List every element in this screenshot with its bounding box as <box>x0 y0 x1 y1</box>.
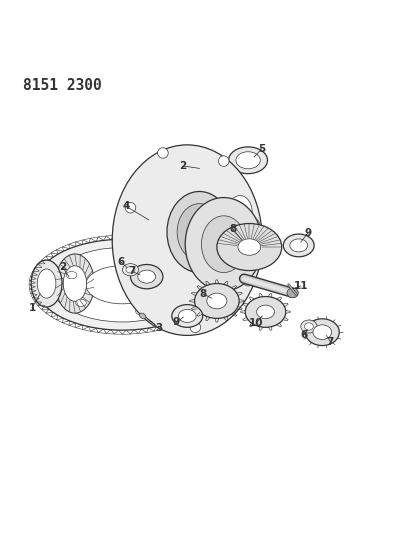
Ellipse shape <box>283 234 314 257</box>
Ellipse shape <box>177 204 222 261</box>
Text: 2: 2 <box>180 161 187 171</box>
Ellipse shape <box>139 313 146 319</box>
Ellipse shape <box>167 191 232 272</box>
Ellipse shape <box>125 203 136 213</box>
Text: 11: 11 <box>293 281 308 291</box>
Ellipse shape <box>197 161 226 181</box>
Ellipse shape <box>256 305 275 319</box>
Ellipse shape <box>66 271 77 279</box>
Ellipse shape <box>136 308 146 315</box>
Text: 8: 8 <box>229 224 237 234</box>
Ellipse shape <box>185 198 262 291</box>
Ellipse shape <box>243 276 253 286</box>
Ellipse shape <box>51 247 194 322</box>
Ellipse shape <box>122 264 139 276</box>
Ellipse shape <box>178 310 196 322</box>
Ellipse shape <box>301 320 317 333</box>
Ellipse shape <box>290 239 308 252</box>
Text: 5: 5 <box>258 144 265 154</box>
Ellipse shape <box>112 145 262 335</box>
Text: 9: 9 <box>173 318 180 327</box>
Ellipse shape <box>194 284 239 318</box>
Text: 3: 3 <box>155 323 162 333</box>
Ellipse shape <box>63 266 87 301</box>
Ellipse shape <box>37 269 56 298</box>
Ellipse shape <box>35 239 210 330</box>
Ellipse shape <box>188 155 235 188</box>
Ellipse shape <box>313 325 332 340</box>
Text: 2: 2 <box>59 262 67 272</box>
Ellipse shape <box>126 266 135 273</box>
Ellipse shape <box>131 264 163 289</box>
Text: 8151 2300: 8151 2300 <box>23 78 102 93</box>
Ellipse shape <box>219 156 229 166</box>
Text: 6: 6 <box>300 330 307 341</box>
Ellipse shape <box>217 223 282 271</box>
Text: 1: 1 <box>28 303 36 313</box>
Ellipse shape <box>122 253 132 260</box>
Ellipse shape <box>236 152 260 169</box>
Ellipse shape <box>201 216 246 272</box>
Ellipse shape <box>245 296 286 327</box>
Ellipse shape <box>287 288 298 298</box>
Text: 6: 6 <box>118 257 125 268</box>
Text: 7: 7 <box>327 336 334 346</box>
Ellipse shape <box>86 265 159 304</box>
Text: 9: 9 <box>304 228 311 238</box>
Text: 8: 8 <box>200 289 207 299</box>
Ellipse shape <box>168 271 178 279</box>
Text: 4: 4 <box>123 201 130 212</box>
Text: 7: 7 <box>128 266 135 277</box>
Ellipse shape <box>138 270 156 283</box>
Ellipse shape <box>158 148 168 158</box>
Ellipse shape <box>305 319 339 345</box>
Ellipse shape <box>305 323 313 330</box>
Ellipse shape <box>190 322 201 333</box>
Ellipse shape <box>207 293 227 309</box>
Ellipse shape <box>229 147 268 174</box>
Text: 10: 10 <box>249 318 263 328</box>
Ellipse shape <box>228 196 252 228</box>
Ellipse shape <box>76 299 86 306</box>
Ellipse shape <box>31 260 62 307</box>
Ellipse shape <box>55 254 95 313</box>
Ellipse shape <box>249 219 259 229</box>
Ellipse shape <box>172 305 203 327</box>
Ellipse shape <box>238 239 261 255</box>
